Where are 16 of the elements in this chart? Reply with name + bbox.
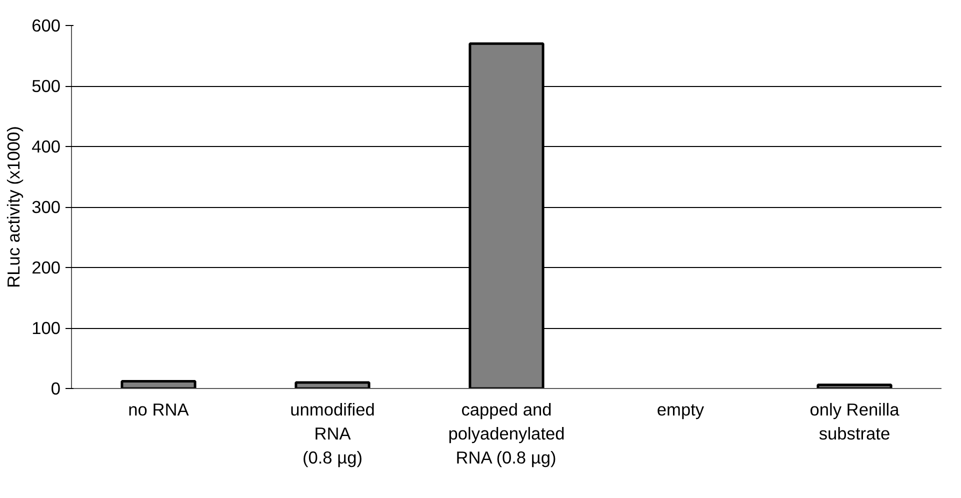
y-tick-label: 300 — [32, 197, 61, 217]
x-tick-label: capped and polyadenylated RNA (0.8 µg) — [448, 400, 565, 468]
bar — [294, 381, 370, 388]
y-tick-label: 500 — [32, 76, 61, 96]
x-tick-label: empty — [656, 400, 704, 420]
bar — [120, 380, 196, 388]
y-tick-label: 0 — [50, 378, 61, 398]
y-axis-title: RLuc activity (x1000) — [4, 126, 24, 288]
x-tick-label: unmodified RNA (0.8 µg) — [290, 400, 375, 468]
y-tick-label: 100 — [32, 318, 61, 338]
bar — [816, 384, 892, 388]
x-tick-label: only Renilla substrate — [810, 400, 900, 444]
y-tick-label: 200 — [32, 258, 61, 278]
y-tick-label: 400 — [32, 136, 61, 156]
y-tick-label: 600 — [32, 16, 61, 36]
x-tick-label: no RNA — [128, 400, 190, 420]
